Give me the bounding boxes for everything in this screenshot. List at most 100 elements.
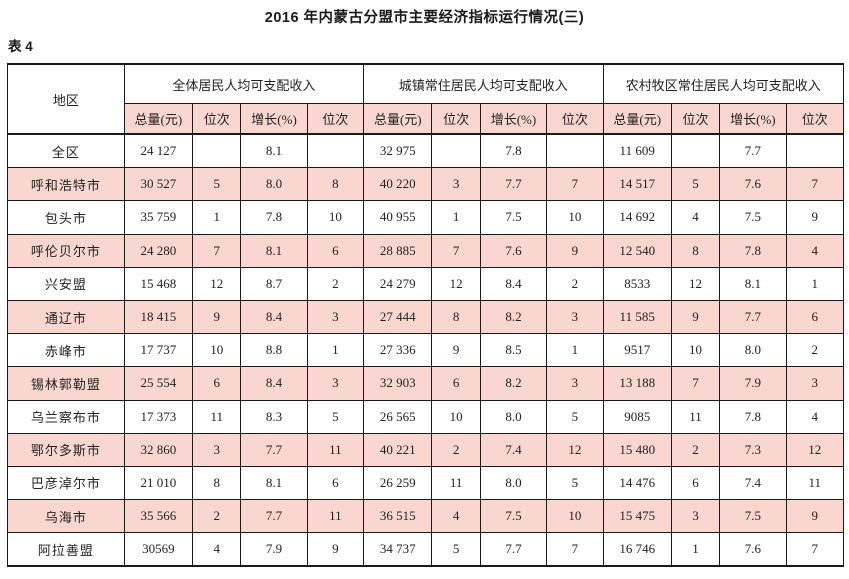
value-cell: 8.8	[240, 333, 308, 368]
value-cell: 8.2	[479, 299, 548, 335]
value-cell: 9	[546, 233, 604, 268]
value-cell: 7.5	[479, 499, 548, 534]
value-cell: 5	[431, 532, 481, 567]
value-cell: 40 955	[363, 200, 433, 235]
value-cell: 17 373	[123, 399, 194, 434]
group-header-rural-residents: 农村牧区常住居民人均可支配收入	[602, 63, 844, 104]
value-cell: 14 692	[602, 200, 672, 235]
value-cell: 12	[192, 266, 242, 301]
value-cell: 7	[785, 532, 845, 567]
table-row: 呼伦贝尔市 24 280 7 8.1 6 28 885 7 7.6 9 12 540 8 7.8 4	[7, 233, 845, 268]
value-cell: 9517	[602, 333, 672, 368]
value-cell: 2	[431, 432, 481, 467]
table-row: 乌兰察布市 17 373 11 8.3 5 26 565 10 8.0 5 9085 11 7.8 4	[7, 399, 845, 434]
value-cell: 8.2	[479, 366, 548, 401]
value-cell: 14 517	[602, 167, 672, 202]
value-cell: 34 737	[363, 532, 433, 567]
value-cell: 24 127	[123, 133, 194, 169]
value-cell: 7.7	[719, 133, 787, 169]
table-row: 兴安盟 15 468 12 8.7 2 24 279 12 8.4 2 8533 12 8.1 1	[7, 266, 845, 301]
value-cell: 9	[785, 499, 845, 534]
value-cell: 6	[670, 465, 721, 501]
value-cell: 2	[306, 266, 365, 301]
sub-header-g0-2: 增长(%)	[240, 103, 308, 135]
value-cell: 26 259	[363, 465, 433, 501]
region-cell: 包头市	[7, 200, 125, 235]
value-cell: 1	[785, 266, 845, 301]
value-cell: 10	[431, 399, 481, 434]
value-cell: 18 415	[123, 299, 194, 335]
value-cell: 7.7	[719, 299, 787, 335]
value-cell: 27 336	[363, 333, 433, 368]
value-cell: 3	[785, 366, 845, 401]
sub-header-g0-1: 位次	[192, 103, 242, 135]
value-cell: 7.6	[479, 233, 548, 268]
value-cell: 7.5	[479, 200, 548, 235]
value-cell: 8	[306, 167, 365, 202]
value-cell: 7.5	[719, 200, 787, 235]
value-cell: 7.6	[719, 167, 787, 202]
region-cell: 阿拉善盟	[7, 532, 125, 567]
value-cell: 25 554	[123, 366, 194, 401]
value-cell: 40 221	[363, 432, 433, 467]
region-cell: 赤峰市	[7, 333, 125, 368]
value-cell	[670, 133, 721, 169]
value-cell: 30569	[123, 532, 194, 567]
value-cell: 4	[785, 233, 845, 268]
value-cell: 8.5	[479, 333, 548, 368]
value-cell: 8.1	[240, 133, 308, 169]
value-cell: 35 759	[123, 200, 194, 235]
region-cell: 锡林郭勒盟	[7, 366, 125, 401]
value-cell: 32 860	[123, 432, 194, 467]
value-cell: 11	[192, 399, 242, 434]
value-cell: 11	[785, 465, 845, 501]
value-cell: 11	[670, 399, 721, 434]
value-cell: 7.7	[479, 167, 548, 202]
region-column-header: 地区	[7, 63, 125, 135]
value-cell: 7.4	[479, 432, 548, 467]
sub-header-row: 总量(元) 位次 增长(%) 位次 总量(元) 位次 增长(%) 位次 总量(元) 位次 增长(%)…	[8, 103, 845, 135]
value-cell: 7.7	[479, 532, 548, 567]
table-row: 呼和浩特市 30 527 5 8.0 8 40 220 3 7.7 7 14 517 5 7.6 7	[7, 167, 845, 202]
value-cell: 15 468	[123, 266, 194, 301]
value-cell: 4	[192, 532, 242, 567]
value-cell: 8	[192, 465, 242, 501]
table-body: 全区 24 127 8.1 32 975 7.8 11 609 7.7 呼和浩特市 30 527…	[7, 133, 845, 567]
value-cell: 8.0	[479, 465, 548, 501]
value-cell: 6	[192, 366, 242, 401]
value-cell: 7.9	[240, 532, 308, 567]
value-cell: 13 188	[602, 366, 672, 401]
value-cell: 8.4	[240, 366, 308, 401]
value-cell: 40 220	[363, 167, 433, 202]
value-cell: 21 010	[123, 465, 194, 501]
sub-header-g1-1: 位次	[431, 103, 481, 135]
value-cell: 7.8	[479, 133, 548, 169]
sub-header-g1-2: 增长(%)	[479, 103, 548, 135]
table-row: 通辽市 18 415 9 8.4 3 27 444 8 8.2 3 11 585 9 7.7 6	[7, 299, 845, 335]
value-cell: 3	[306, 299, 365, 335]
table-row: 赤峰市 17 737 10 8.8 1 27 336 9 8.5 1 9517 10 8.0 2	[7, 333, 845, 368]
value-cell: 9	[431, 333, 481, 368]
value-cell: 1	[670, 532, 721, 567]
value-cell: 8.0	[479, 399, 548, 434]
value-cell: 10	[306, 200, 365, 235]
value-cell: 12	[670, 266, 721, 301]
value-cell: 7.9	[719, 366, 787, 401]
value-cell: 24 280	[123, 233, 194, 268]
sub-header-g2-3: 位次	[785, 103, 845, 135]
value-cell: 7.4	[719, 465, 787, 501]
value-cell: 7.8	[719, 399, 787, 434]
region-cell: 乌兰察布市	[7, 399, 125, 434]
sub-header-g2-2: 增长(%)	[719, 103, 787, 135]
value-cell: 9	[670, 299, 721, 335]
region-cell: 呼伦贝尔市	[7, 233, 125, 268]
value-cell: 5	[192, 167, 242, 202]
value-cell: 24 279	[363, 266, 433, 301]
value-cell: 26 565	[363, 399, 433, 434]
table-row: 包头市 35 759 1 7.8 10 40 955 1 7.5 10 14 692 4 7.5 9	[7, 200, 845, 235]
value-cell: 10	[192, 333, 242, 368]
region-cell: 全区	[7, 133, 125, 169]
value-cell: 8.4	[479, 266, 548, 301]
region-cell: 通辽市	[7, 299, 125, 335]
